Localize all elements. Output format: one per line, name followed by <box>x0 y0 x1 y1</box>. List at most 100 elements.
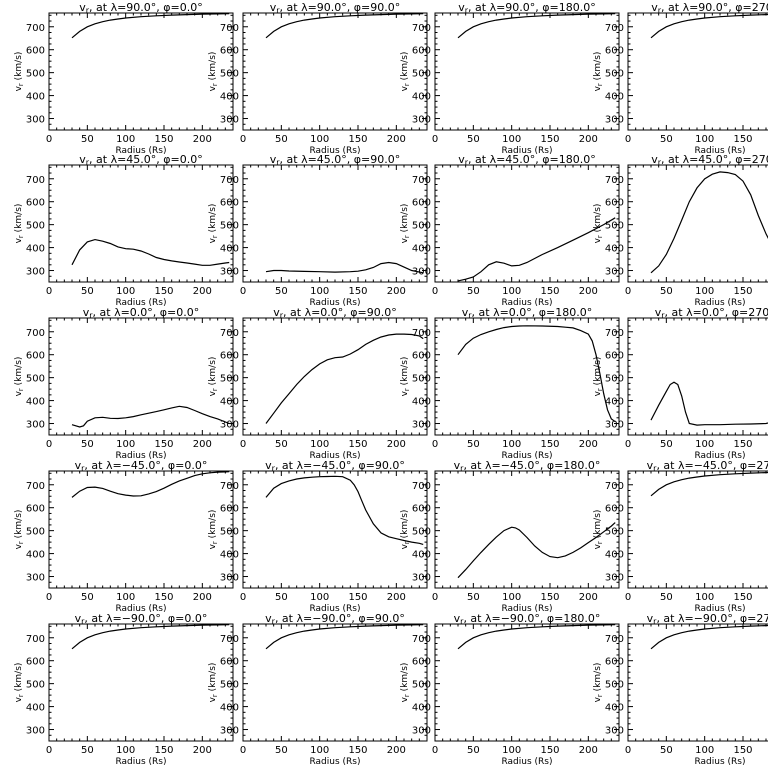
x-axis-label: Radius (Rs) <box>501 604 552 614</box>
x-tick-label: 0 <box>46 439 52 450</box>
series-line <box>265 13 424 39</box>
y-tick-label: 600 <box>220 657 239 668</box>
y-tick-label: 300 <box>412 115 431 126</box>
panel-title: vr, at λ=90.0°, φ=180.0° <box>458 1 596 15</box>
y-tick-label: 300 <box>605 267 624 278</box>
x-tick-label: 200 <box>193 592 212 603</box>
y-tick-label: 700 <box>26 634 45 645</box>
x-tick-label: 0 <box>625 134 631 145</box>
x-tick-label: 0 <box>46 592 52 603</box>
x-tick-label: 50 <box>660 745 673 756</box>
x-tick-label: 150 <box>540 745 559 756</box>
y-axis-label: vr (km/s) <box>208 204 219 244</box>
x-tick-label: 50 <box>660 286 673 297</box>
panel-title: vr, at λ=45.0°, φ=180.0° <box>458 153 596 167</box>
panel-title: vr, at λ=0.0°, φ=0.0° <box>83 306 200 320</box>
y-tick-label: 400 <box>220 397 239 408</box>
x-axis-label: Radius (Rs) <box>501 146 552 156</box>
x-axis-label: Radius (Rs) <box>115 146 166 156</box>
y-tick-label: 700 <box>220 175 239 186</box>
series-line <box>650 624 768 650</box>
x-tick-label: 0 <box>240 745 246 756</box>
y-axis-label: vr (km/s) <box>400 357 411 397</box>
y-tick-label: 700 <box>605 481 624 492</box>
x-tick-label: 100 <box>310 745 329 756</box>
y-axis-label: vr (km/s) <box>593 663 604 703</box>
series-line <box>265 475 424 545</box>
x-tick-label: 200 <box>193 134 212 145</box>
panel-title: vr, at λ=−90.0°, φ=180.0° <box>454 612 601 626</box>
y-tick-label: 500 <box>220 527 239 538</box>
y-tick-label: 400 <box>605 244 624 255</box>
y-tick-label: 600 <box>412 351 431 362</box>
x-tick-label: 200 <box>193 439 212 450</box>
series-line <box>457 13 616 39</box>
x-tick-label: 100 <box>116 745 135 756</box>
y-tick-label: 700 <box>220 481 239 492</box>
x-tick-label: 200 <box>387 592 406 603</box>
panel-20: vr, at λ=−90.0°, φ=270.0°050100150200300… <box>593 612 768 767</box>
x-tick-label: 50 <box>660 134 673 145</box>
panel-19: vr, at λ=−90.0°, φ=180.0° 0 50 100 150 200 300… <box>400 612 620 767</box>
y-tick-label: 700 <box>220 23 239 34</box>
x-axis-label: Radius (Rs) <box>501 451 552 461</box>
y-tick-label: 400 <box>412 92 431 103</box>
panel-2: vr, at λ=90.0°, φ=90.0° 0 50 100 150 200 300 40… <box>208 1 428 156</box>
x-axis-label: Radius (Rs) <box>694 451 745 461</box>
x-tick-label: 50 <box>660 439 673 450</box>
y-tick-label: 700 <box>26 175 45 186</box>
y-tick-label: 700 <box>412 23 431 34</box>
y-tick-label: 300 <box>412 573 431 584</box>
x-tick-label: 150 <box>540 286 559 297</box>
x-tick-label: 200 <box>579 439 598 450</box>
x-axis-label: Radius (Rs) <box>309 298 360 308</box>
x-tick-label: 50 <box>275 286 288 297</box>
y-tick-label: 300 <box>26 267 45 278</box>
y-axis-label: vr (km/s) <box>208 357 219 397</box>
y-tick-label: 300 <box>220 573 239 584</box>
y-tick-label: 600 <box>220 198 239 209</box>
x-tick-label: 200 <box>193 745 212 756</box>
y-tick-label: 600 <box>220 46 239 57</box>
panel-title: vr, at λ=−45.0°, φ=90.0° <box>265 459 405 473</box>
plot-frame <box>48 164 234 283</box>
y-tick-label: 600 <box>605 351 624 362</box>
x-tick-label: 100 <box>116 134 135 145</box>
y-tick-label: 600 <box>605 657 624 668</box>
y-tick-label: 500 <box>605 221 624 232</box>
panel-title: vr, at λ=−45.0°, φ=180.0° <box>454 459 601 473</box>
y-tick-label: 600 <box>26 198 45 209</box>
x-tick-label: 50 <box>275 592 288 603</box>
x-tick-label: 0 <box>46 745 52 756</box>
y-tick-label: 500 <box>26 374 45 385</box>
y-axis-label: vr (km/s) <box>400 663 411 703</box>
y-tick-label: 700 <box>605 328 624 339</box>
panel-1: vr, at λ=90.0°, φ=0.0° 0 50 100 150 200 300 400… <box>14 1 234 156</box>
y-axis-label: vr (km/s) <box>400 510 411 550</box>
x-tick-label: 50 <box>467 286 480 297</box>
y-tick-label: 600 <box>412 198 431 209</box>
panel-11: vr, at λ=0.0°, φ=180.0° 0 50 100 150 200 300 40… <box>400 306 620 461</box>
panel-6: vr, at λ=45.0°, φ=90.0° 0 50 100 150 200 300 40… <box>208 153 428 308</box>
panel-9: vr, at λ=0.0°, φ=0.0° 0 50 100 150 200 300 400 5… <box>14 306 234 461</box>
x-tick-label: 50 <box>275 439 288 450</box>
y-tick-label: 300 <box>26 420 45 431</box>
y-axis-label: vr (km/s) <box>14 357 25 397</box>
y-tick-label: 500 <box>605 69 624 80</box>
x-tick-label: 100 <box>116 439 135 450</box>
panel-10: vr, at λ=0.0°, φ=90.0° 0 50 100 150 200 300 400… <box>208 306 428 461</box>
x-tick-label: 0 <box>432 745 438 756</box>
x-tick-label: 150 <box>348 286 367 297</box>
y-tick-label: 400 <box>26 397 45 408</box>
series-line <box>457 217 616 282</box>
panel-7: vr, at λ=45.0°, φ=180.0° 0 50 100 150 200 300 4… <box>400 153 620 308</box>
y-axis-label: vr (km/s) <box>208 52 219 92</box>
x-tick-label: 200 <box>387 745 406 756</box>
x-tick-label: 200 <box>579 286 598 297</box>
y-tick-label: 300 <box>220 267 239 278</box>
y-tick-label: 500 <box>26 527 45 538</box>
y-tick-label: 600 <box>220 504 239 515</box>
series-line <box>650 171 768 274</box>
x-tick-label: 50 <box>81 745 94 756</box>
panel-4: vr, at λ=90.0°, φ=270.0°0501001502003004… <box>593 1 768 156</box>
